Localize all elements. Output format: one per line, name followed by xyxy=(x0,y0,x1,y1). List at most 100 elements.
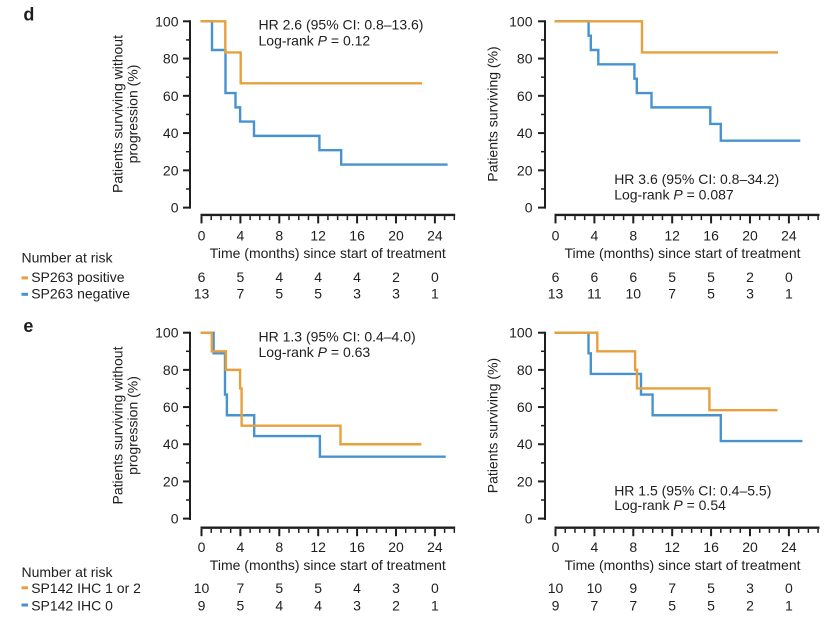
svg-text:4: 4 xyxy=(591,227,599,243)
svg-text:1: 1 xyxy=(785,597,793,613)
svg-text:0: 0 xyxy=(785,580,793,596)
svg-text:HR 2.6 (95% CI: 0.8–13.6): HR 2.6 (95% CI: 0.8–13.6) xyxy=(259,17,424,33)
svg-text:3: 3 xyxy=(746,286,754,302)
svg-text:16: 16 xyxy=(349,539,365,555)
svg-text:20: 20 xyxy=(742,227,758,243)
svg-text:Patients surviving (%): Patients surviving (%) xyxy=(485,46,501,181)
svg-text:16: 16 xyxy=(703,227,719,243)
svg-text:4: 4 xyxy=(275,269,283,285)
svg-text:5: 5 xyxy=(707,286,715,302)
svg-text:9: 9 xyxy=(198,597,206,613)
svg-text:5: 5 xyxy=(707,580,715,596)
svg-text:HR 3.6 (95% CI: 0.8–34.2): HR 3.6 (95% CI: 0.8–34.2) xyxy=(614,171,779,187)
svg-text:6: 6 xyxy=(590,269,598,285)
svg-text:6: 6 xyxy=(552,269,560,285)
svg-text:SP263 positive: SP263 positive xyxy=(31,269,125,285)
svg-text:0: 0 xyxy=(552,539,560,555)
svg-text:7: 7 xyxy=(590,597,598,613)
svg-text:8: 8 xyxy=(275,539,283,555)
svg-text:0: 0 xyxy=(431,580,439,596)
svg-text:0: 0 xyxy=(525,511,533,527)
svg-text:3: 3 xyxy=(353,286,361,302)
svg-text:4: 4 xyxy=(314,269,322,285)
svg-text:3: 3 xyxy=(353,597,361,613)
svg-text:6: 6 xyxy=(629,269,637,285)
svg-text:SP142 IHC 1 or 2: SP142 IHC 1 or 2 xyxy=(31,580,141,596)
svg-text:100: 100 xyxy=(155,325,179,341)
svg-text:2: 2 xyxy=(392,269,400,285)
svg-text:6: 6 xyxy=(198,269,206,285)
svg-text:1: 1 xyxy=(431,597,439,613)
svg-text:4: 4 xyxy=(353,269,361,285)
svg-text:13: 13 xyxy=(548,286,564,302)
svg-text:10: 10 xyxy=(626,286,642,302)
svg-text:0: 0 xyxy=(171,200,179,216)
svg-text:12: 12 xyxy=(310,227,326,243)
svg-text:7: 7 xyxy=(236,286,244,302)
svg-text:3: 3 xyxy=(746,580,754,596)
svg-text:5: 5 xyxy=(275,286,283,302)
svg-text:5: 5 xyxy=(275,580,283,596)
svg-text:40: 40 xyxy=(517,125,533,141)
svg-text:Log-rank P = 0.54: Log-rank P = 0.54 xyxy=(614,497,726,513)
svg-text:Log-rank P = 0.087: Log-rank P = 0.087 xyxy=(614,187,734,203)
svg-text:20: 20 xyxy=(163,162,179,178)
svg-text:Log-rank P = 0.12: Log-rank P = 0.12 xyxy=(259,33,371,49)
svg-text:4: 4 xyxy=(237,539,245,555)
svg-text:1: 1 xyxy=(431,286,439,302)
svg-text:80: 80 xyxy=(163,51,179,67)
svg-text:13: 13 xyxy=(194,286,210,302)
svg-text:4: 4 xyxy=(237,227,245,243)
svg-text:40: 40 xyxy=(517,436,533,452)
svg-text:24: 24 xyxy=(427,227,443,243)
svg-text:60: 60 xyxy=(163,88,179,104)
svg-text:Time (months) since start of t: Time (months) since start of treatment xyxy=(565,245,801,261)
svg-text:40: 40 xyxy=(163,436,179,452)
svg-text:SP142 IHC 0: SP142 IHC 0 xyxy=(31,598,113,614)
svg-text:2: 2 xyxy=(392,597,400,613)
svg-text:e: e xyxy=(23,316,33,336)
svg-text:100: 100 xyxy=(155,13,179,29)
svg-text:0: 0 xyxy=(785,269,793,285)
svg-text:80: 80 xyxy=(517,51,533,67)
svg-text:Number at risk: Number at risk xyxy=(22,564,114,580)
svg-text:0: 0 xyxy=(171,511,179,527)
svg-text:12: 12 xyxy=(664,539,680,555)
svg-text:16: 16 xyxy=(349,227,365,243)
svg-text:5: 5 xyxy=(707,269,715,285)
svg-text:20: 20 xyxy=(517,473,533,489)
svg-text:5: 5 xyxy=(314,286,322,302)
svg-text:12: 12 xyxy=(664,227,680,243)
svg-text:7: 7 xyxy=(668,286,676,302)
svg-text:12: 12 xyxy=(310,539,326,555)
svg-text:Log-rank P = 0.63: Log-rank P = 0.63 xyxy=(259,344,371,360)
svg-text:80: 80 xyxy=(163,362,179,378)
svg-text:progression (%): progression (%) xyxy=(125,65,141,164)
svg-text:5: 5 xyxy=(314,580,322,596)
svg-text:16: 16 xyxy=(703,539,719,555)
svg-text:8: 8 xyxy=(629,539,637,555)
svg-text:d: d xyxy=(23,5,34,25)
svg-text:Time (months) since start of t: Time (months) since start of treatment xyxy=(210,245,446,261)
svg-text:7: 7 xyxy=(629,597,637,613)
svg-text:20: 20 xyxy=(388,539,404,555)
svg-text:7: 7 xyxy=(668,580,676,596)
svg-text:HR 1.5 (95% CI: 0.4–5.5): HR 1.5 (95% CI: 0.4–5.5) xyxy=(614,482,771,498)
svg-text:24: 24 xyxy=(427,539,443,555)
svg-text:20: 20 xyxy=(388,227,404,243)
svg-text:10: 10 xyxy=(587,580,603,596)
svg-text:0: 0 xyxy=(552,227,560,243)
svg-text:5: 5 xyxy=(236,597,244,613)
svg-text:10: 10 xyxy=(548,580,564,596)
svg-text:Patients surviving without: Patients surviving without xyxy=(110,35,126,193)
svg-text:100: 100 xyxy=(509,325,533,341)
svg-text:9: 9 xyxy=(552,597,560,613)
svg-text:100: 100 xyxy=(509,13,533,29)
svg-text:5: 5 xyxy=(707,597,715,613)
svg-text:5: 5 xyxy=(668,269,676,285)
svg-text:40: 40 xyxy=(163,125,179,141)
svg-text:8: 8 xyxy=(629,227,637,243)
svg-text:5: 5 xyxy=(236,269,244,285)
svg-text:3: 3 xyxy=(392,286,400,302)
svg-text:9: 9 xyxy=(629,580,637,596)
